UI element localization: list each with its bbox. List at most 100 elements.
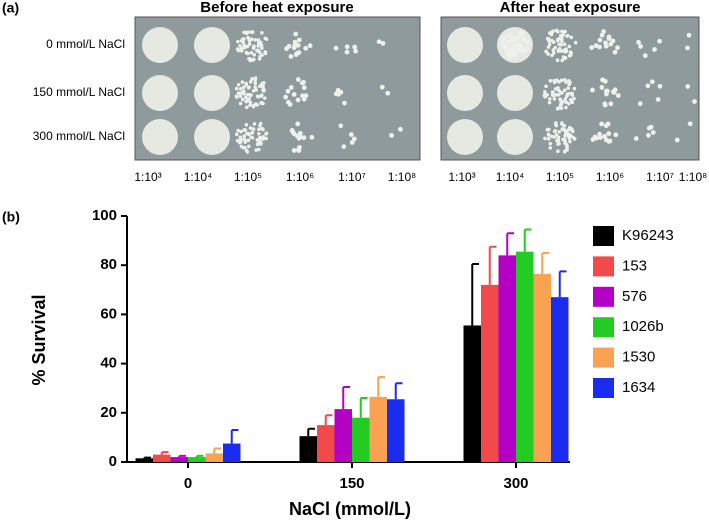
dilution-label: 1:10⁵ xyxy=(234,170,262,184)
legend-label: 576 xyxy=(622,288,647,305)
colony xyxy=(255,103,260,107)
colony xyxy=(247,42,252,46)
colony xyxy=(238,94,243,99)
colony xyxy=(562,42,567,46)
colony xyxy=(563,97,568,101)
row-label: 300 mmol/L NaCl xyxy=(33,129,125,143)
colony xyxy=(256,38,261,42)
colony xyxy=(606,131,612,136)
colony xyxy=(299,80,305,86)
colony xyxy=(251,127,256,131)
colony xyxy=(594,135,599,141)
colony xyxy=(258,123,262,128)
colony xyxy=(247,93,252,97)
colony xyxy=(333,91,339,97)
colony xyxy=(344,44,350,50)
bar xyxy=(533,273,551,462)
colony xyxy=(238,101,243,106)
colony xyxy=(599,85,605,90)
error-bar xyxy=(213,447,221,454)
spot xyxy=(194,27,230,63)
colony xyxy=(648,124,654,130)
colony xyxy=(234,132,239,137)
panel-label: (b) xyxy=(2,209,20,225)
colony xyxy=(379,84,385,90)
colony xyxy=(548,146,553,150)
dilution-label: 1:10⁶ xyxy=(286,170,314,184)
colony xyxy=(242,44,247,49)
colony xyxy=(244,122,249,127)
plate-photo xyxy=(134,16,421,161)
bar xyxy=(551,297,569,462)
bar xyxy=(481,284,499,462)
colony xyxy=(248,103,252,107)
spot xyxy=(142,119,178,155)
colony xyxy=(245,131,249,136)
colony xyxy=(687,121,693,127)
colony xyxy=(300,93,305,99)
colony xyxy=(519,31,525,36)
colony xyxy=(552,97,557,101)
colony xyxy=(564,94,569,99)
error-bar xyxy=(324,414,333,426)
colony xyxy=(559,78,564,83)
x-tick-label: 150 xyxy=(339,475,364,492)
colony xyxy=(572,86,577,91)
legend-swatch xyxy=(593,256,614,277)
colony xyxy=(262,96,267,100)
dilution-label: 1:10⁴ xyxy=(184,170,213,184)
colony xyxy=(261,127,265,132)
bar xyxy=(463,325,481,462)
colony xyxy=(557,141,561,146)
colony xyxy=(548,97,552,101)
colony xyxy=(558,97,562,101)
colony xyxy=(348,132,354,137)
colony xyxy=(247,144,251,149)
colony xyxy=(291,131,297,137)
legend-label: 1530 xyxy=(622,349,655,366)
colony xyxy=(608,101,614,107)
spot xyxy=(194,75,230,111)
dilution-label: 1:10⁸ xyxy=(679,170,707,184)
colony xyxy=(389,132,394,138)
colony xyxy=(236,39,240,44)
colony xyxy=(597,37,603,43)
colony xyxy=(295,97,301,103)
colony xyxy=(559,106,564,110)
colony xyxy=(606,138,612,144)
colony xyxy=(248,80,253,84)
colony xyxy=(546,45,551,49)
colony xyxy=(562,128,567,132)
colony xyxy=(685,84,691,89)
colony xyxy=(556,135,561,139)
error-bar xyxy=(359,397,368,418)
legend-swatch xyxy=(593,317,614,338)
bar xyxy=(153,454,171,462)
colony xyxy=(657,38,662,44)
colony xyxy=(557,129,562,134)
colony xyxy=(254,148,258,152)
colony xyxy=(338,123,344,129)
colony xyxy=(602,133,608,139)
colony xyxy=(560,121,564,125)
spot xyxy=(194,119,230,155)
colony xyxy=(638,44,643,49)
error-bar xyxy=(488,245,497,285)
colony xyxy=(565,144,569,148)
colony xyxy=(513,42,518,48)
colony xyxy=(242,85,246,89)
colony xyxy=(344,49,350,55)
dilution-label: 1:10³ xyxy=(134,170,161,184)
colony xyxy=(551,29,555,33)
colony xyxy=(566,132,571,136)
colony xyxy=(560,58,565,63)
y-tick-label: 40 xyxy=(100,355,117,372)
error-bar xyxy=(230,429,239,444)
colony xyxy=(685,45,690,51)
x-tick-label: 0 xyxy=(184,475,192,492)
colony xyxy=(686,32,692,38)
colony xyxy=(657,83,663,89)
colony xyxy=(241,89,246,93)
colony xyxy=(244,83,249,87)
